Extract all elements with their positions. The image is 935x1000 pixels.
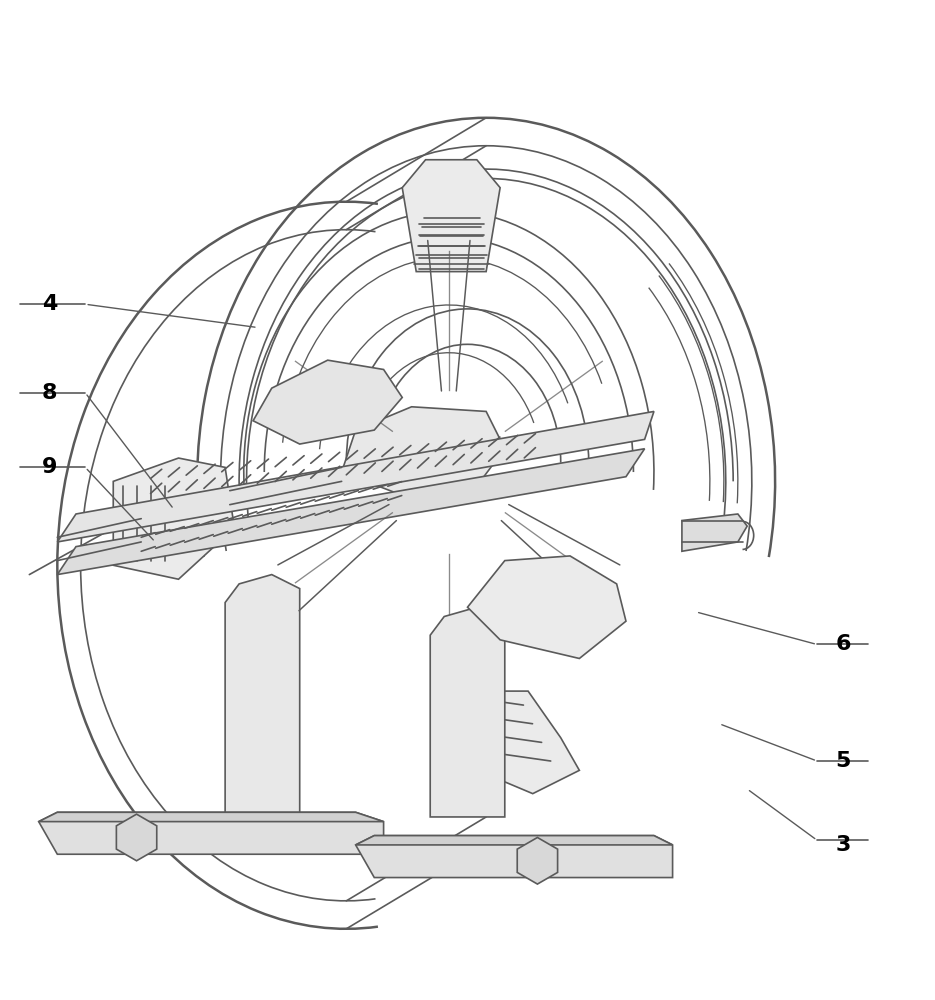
Text: 4: 4	[42, 294, 57, 314]
Polygon shape	[38, 812, 383, 822]
Text: 6: 6	[836, 634, 851, 654]
Polygon shape	[682, 514, 747, 551]
Polygon shape	[355, 836, 672, 845]
Polygon shape	[355, 836, 672, 878]
Text: 9: 9	[42, 457, 57, 477]
Polygon shape	[253, 360, 402, 444]
Polygon shape	[57, 449, 644, 575]
Text: 3: 3	[836, 835, 851, 855]
Text: 8: 8	[42, 383, 57, 403]
Polygon shape	[225, 575, 300, 817]
Polygon shape	[38, 812, 383, 854]
Polygon shape	[444, 691, 580, 794]
Polygon shape	[402, 160, 500, 272]
Polygon shape	[116, 814, 157, 861]
Polygon shape	[341, 407, 505, 495]
Polygon shape	[517, 837, 557, 884]
Polygon shape	[430, 607, 505, 817]
Polygon shape	[57, 411, 654, 542]
Polygon shape	[113, 458, 235, 579]
Polygon shape	[468, 556, 626, 658]
Text: 5: 5	[836, 751, 851, 771]
